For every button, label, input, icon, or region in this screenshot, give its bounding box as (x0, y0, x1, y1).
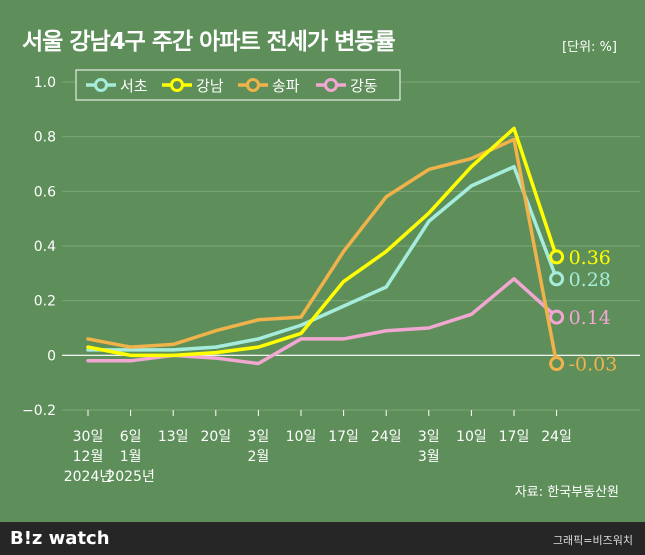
end-value-label: 0.36 (569, 247, 611, 269)
graphic-credit: 그래픽=비즈워치 (552, 534, 633, 547)
end-value-label: 0.14 (569, 307, 611, 329)
x-tick-label: 3일 (418, 429, 440, 445)
x-tick-label: 2월 (248, 449, 270, 465)
unit-label: [단위: %] (562, 40, 617, 55)
x-tick-label: 24일 (541, 429, 572, 445)
x-tick-label: 24일 (371, 429, 402, 445)
chart-title: 서울 강남4구 주간 아파트 전세가 변동률 (22, 29, 396, 55)
footer-bar: B!z watch 그래픽=비즈워치 (0, 522, 645, 555)
y-tick-label: −0.2 (22, 403, 56, 419)
x-tick-label: 2025년 (106, 469, 155, 485)
x-tick-label: 3월 (418, 449, 440, 465)
legend-label: 서초 (120, 77, 148, 95)
x-tick-label: 13일 (158, 429, 189, 445)
series-end-marker (549, 271, 565, 287)
y-tick-label: 0.6 (34, 184, 56, 200)
series-end-marker (549, 309, 565, 325)
y-tick-label: 0.4 (34, 239, 56, 255)
series-end-marker (549, 249, 565, 265)
line-chart: 1.0 0.8 0.6 0.4 0.2 0 −0.2 30일 12월 2024년 6일 1월 2025년… (22, 69, 640, 485)
legend-swatch-marker (170, 78, 184, 92)
series-end-marker (549, 356, 565, 372)
x-tick-label: 17일 (499, 429, 530, 445)
x-tick-label: 20일 (200, 429, 231, 445)
legend-swatch-marker (324, 78, 338, 92)
y-tick-label: 0 (47, 348, 56, 364)
x-tick-label: 6일 (120, 429, 142, 445)
y-tick-label: 0.8 (34, 130, 56, 146)
series-line (86, 164, 559, 352)
legend-label: 강동 (350, 77, 378, 95)
x-tick-label: 10일 (456, 429, 487, 445)
y-tick-label: 1.0 (34, 75, 56, 91)
x-tick-label: 2024년 (64, 469, 113, 485)
legend-label: 강남 (196, 77, 224, 95)
legend-label: 송파 (272, 77, 300, 95)
source-note: 자료: 한국부동산원 (514, 485, 619, 500)
series-line (86, 126, 559, 358)
x-tick-label: 30일 (73, 429, 104, 445)
legend-swatch-marker (246, 78, 260, 92)
x-tick-label: 1월 (120, 449, 142, 465)
x-tick-label: 17일 (328, 429, 359, 445)
end-value-label: -0.03 (569, 354, 618, 376)
x-tick-label: 12월 (73, 449, 104, 465)
series-line (86, 137, 559, 366)
y-tick-label: 0.2 (34, 294, 56, 310)
end-value-label: 0.28 (569, 269, 611, 291)
x-tick-label: 3일 (248, 429, 270, 445)
x-tick-label: 10일 (286, 429, 317, 445)
legend-swatch-marker (94, 78, 108, 92)
brand-logo: B!z watch (10, 528, 110, 549)
